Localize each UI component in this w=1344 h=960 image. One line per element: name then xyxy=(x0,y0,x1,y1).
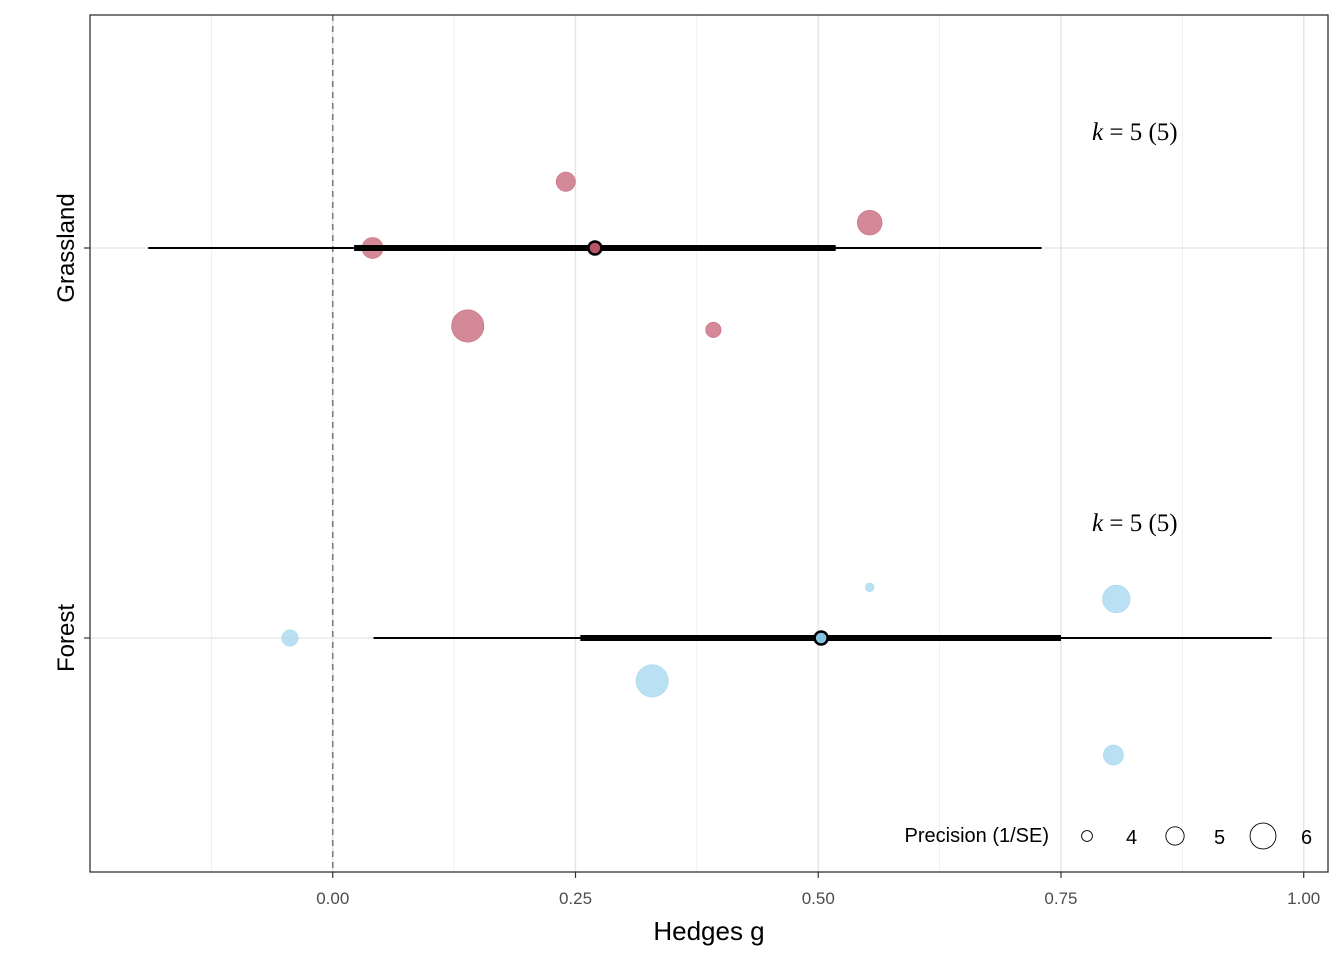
y-category-label: Forest xyxy=(53,604,80,672)
summary-estimates xyxy=(148,240,1272,646)
k-label: k = 5 (5) xyxy=(1092,119,1178,146)
effect-size-point xyxy=(864,582,875,593)
legend-title: Precision (1/SE) xyxy=(905,825,1050,847)
x-tick-label: 1.00 xyxy=(1287,889,1320,908)
effect-size-point xyxy=(1103,744,1124,766)
effect-size-point xyxy=(705,321,722,338)
x-tick-label: 0.00 xyxy=(316,889,349,908)
x-tick-label: 0.75 xyxy=(1044,889,1077,908)
legend-key-circle xyxy=(1249,822,1277,850)
precision-legend: Precision (1/SE) 4 5 6 xyxy=(905,822,1312,850)
axes: 0.00 0.25 0.50 0.75 1.00 Grassland Forest xyxy=(53,193,1320,908)
k-label: k = 5 (5) xyxy=(1092,510,1178,537)
x-tick-label: 0.25 xyxy=(559,889,592,908)
effect-size-point xyxy=(281,629,299,647)
panel-background xyxy=(90,15,1328,872)
effect-size-point xyxy=(451,309,485,343)
summary-estimate-point xyxy=(587,240,603,256)
x-axis-title: Hedges g xyxy=(653,916,764,946)
legend-key-circle xyxy=(1081,830,1093,842)
k-labels: k = 5 (5) k = 5 (5) xyxy=(1092,119,1178,537)
legend-label: 5 xyxy=(1214,827,1225,849)
summary-estimate-point xyxy=(813,630,829,646)
effect-size-point xyxy=(635,664,669,698)
legend-label: 6 xyxy=(1301,827,1312,849)
legend-key-circle xyxy=(1165,826,1185,846)
panel-border xyxy=(89,14,1329,873)
legend-label: 4 xyxy=(1126,827,1137,849)
effect-size-point xyxy=(856,209,883,236)
x-tick-label: 0.50 xyxy=(802,889,835,908)
effect-size-point xyxy=(555,171,576,192)
y-category-label: Grassland xyxy=(53,193,80,302)
effect-size-point xyxy=(1102,584,1131,614)
